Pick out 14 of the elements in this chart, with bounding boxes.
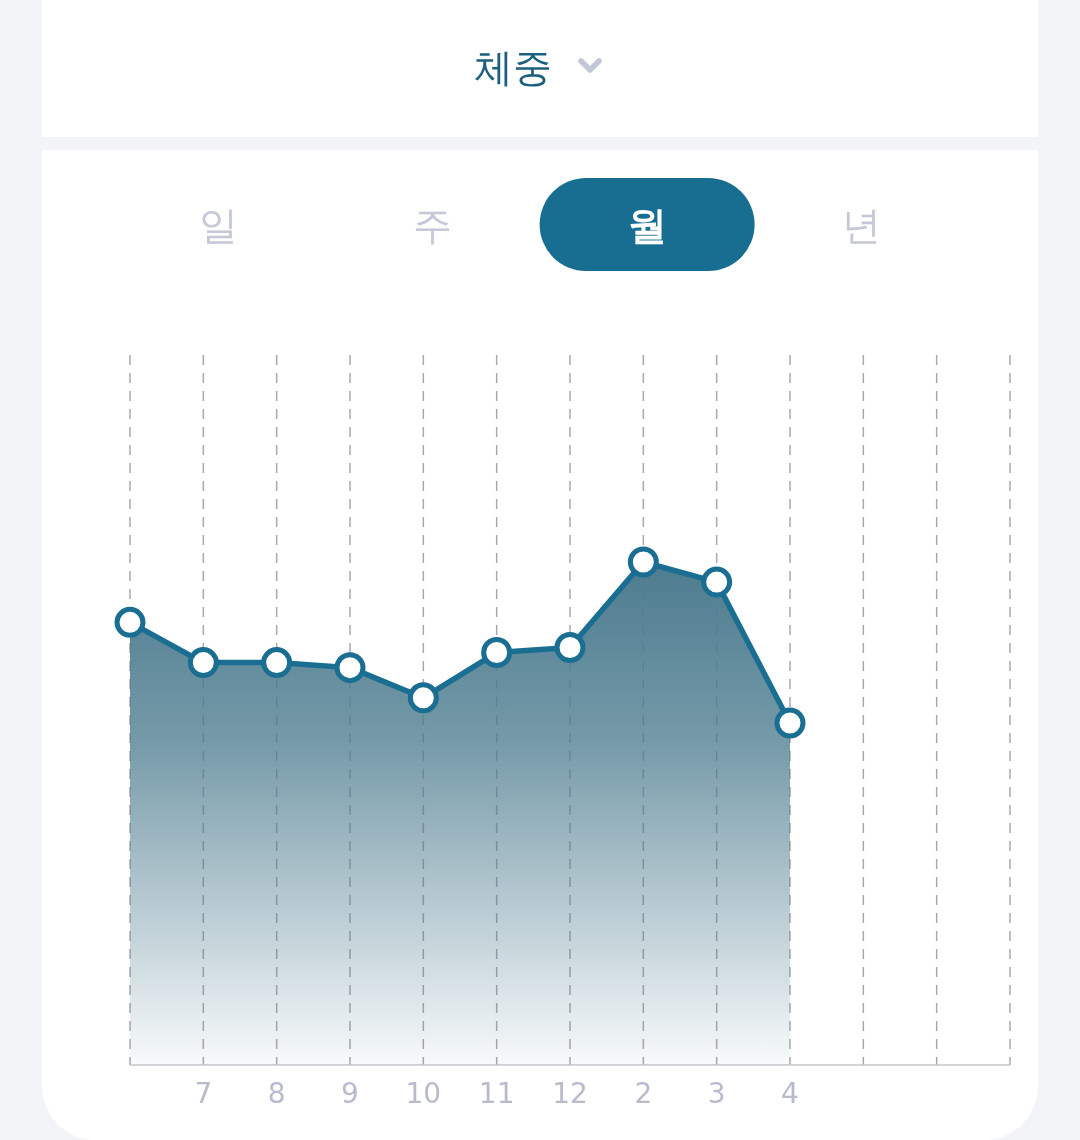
- tab-label: 일: [199, 202, 239, 248]
- chart-title: 체중: [474, 44, 552, 90]
- tab-label: 년: [841, 202, 881, 248]
- x-tick-label: 12: [552, 1076, 588, 1110]
- x-tick-label: 10: [405, 1076, 442, 1110]
- x-tick-label: 11: [478, 1076, 515, 1110]
- x-tick-label: 9: [341, 1076, 359, 1110]
- x-tick-label: 8: [267, 1076, 286, 1110]
- tab-label: 월: [627, 202, 667, 248]
- x-tick-label: 4: [781, 1076, 799, 1110]
- x-tick-label: 2: [634, 1076, 653, 1110]
- x-tick-label: 7: [194, 1076, 213, 1110]
- tab-label: 주: [413, 202, 453, 248]
- x-tick-label: 3: [707, 1076, 726, 1110]
